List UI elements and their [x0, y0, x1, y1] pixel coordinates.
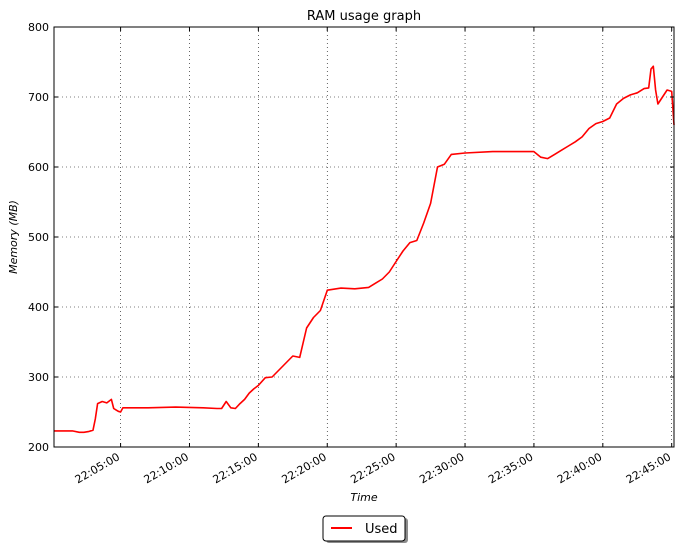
grid — [54, 27, 674, 447]
x-tick-label: 22:25:00 — [348, 450, 397, 486]
y-tick-label: 500 — [28, 231, 49, 244]
y-axis-title: Memory (MB) — [7, 200, 20, 274]
series-line-used — [54, 65, 675, 434]
y-tick-label: 600 — [28, 161, 49, 174]
legend: Used — [322, 515, 408, 543]
y-tick-label: 300 — [28, 371, 49, 384]
y-tick-label: 800 — [28, 21, 49, 34]
x-tick-label: 22:10:00 — [142, 450, 191, 486]
x-tick-label: 22:45:00 — [624, 450, 673, 486]
x-tick-label: 22:30:00 — [417, 450, 466, 486]
x-axis-title: Time — [350, 491, 377, 504]
ticks: 200 300 400 500 600 700 800 22:05:00 22:10:00 22:… — [28, 21, 674, 486]
y-tick-label: 400 — [28, 301, 49, 314]
series-layer — [54, 65, 675, 434]
chart-title: RAM usage graph — [307, 9, 421, 24]
y-tick-label: 200 — [28, 441, 49, 454]
y-tick-label: 700 — [28, 91, 49, 104]
x-tick-label: 22:20:00 — [279, 450, 328, 486]
x-tick-label: 22:40:00 — [555, 450, 604, 486]
x-tick-label: 22:15:00 — [211, 450, 260, 486]
legend-box — [322, 515, 406, 542]
x-tick-label: 22:35:00 — [486, 450, 535, 486]
x-tick-label: 22:05:00 — [73, 450, 122, 486]
legend-label-used: Used — [365, 522, 398, 537]
